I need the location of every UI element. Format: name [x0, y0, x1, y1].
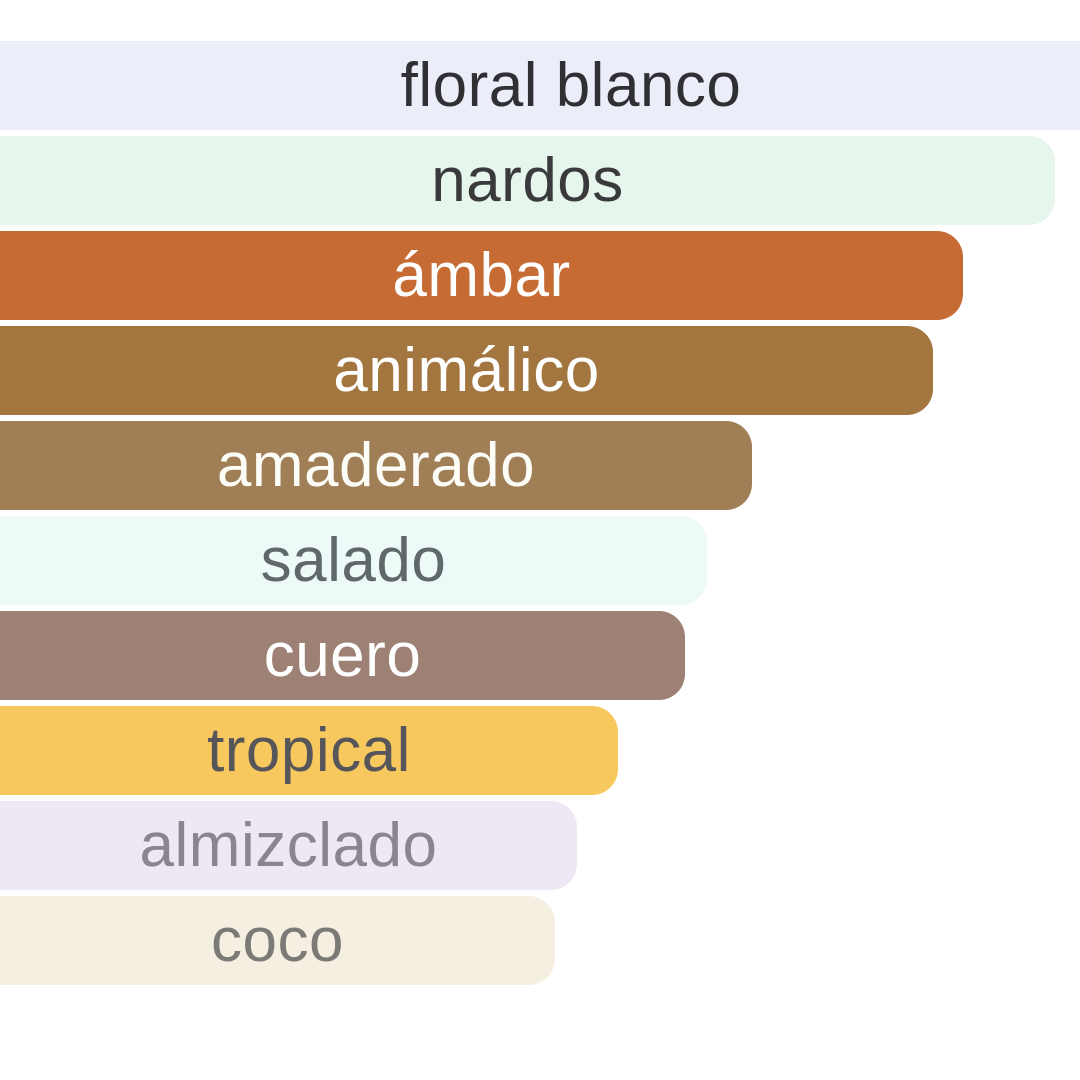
accord-bar-coco: coco	[0, 896, 555, 985]
accord-label-nardos: nardos	[431, 146, 624, 215]
accord-bar-tropical: tropical	[0, 706, 618, 795]
accord-bar-amaderado: amaderado	[0, 421, 752, 510]
accord-label-floral-blanco: floral blanco	[400, 51, 742, 120]
accord-bar-salado: salado	[0, 516, 707, 605]
accord-label-salado: salado	[260, 526, 447, 595]
accord-bar-list: floral blanco nardos ámbar animálico ama…	[0, 41, 1080, 991]
accord-bar-floral-blanco: floral blanco	[0, 41, 1080, 130]
accord-label-cuero: cuero	[263, 621, 422, 690]
accord-label-almizclado: almizclado	[139, 811, 438, 880]
accord-label-amaderado: amaderado	[216, 431, 536, 500]
accord-label-animalico: animálico	[333, 336, 600, 405]
accord-bar-ambar: ámbar	[0, 231, 963, 320]
accord-bar-almizclado: almizclado	[0, 801, 577, 890]
accord-label-coco: coco	[211, 906, 344, 975]
accord-bar-nardos: nardos	[0, 136, 1055, 225]
accord-label-ambar: ámbar	[392, 241, 571, 310]
accord-bar-cuero: cuero	[0, 611, 685, 700]
accord-bar-animalico: animálico	[0, 326, 933, 415]
accord-label-tropical: tropical	[207, 716, 411, 785]
